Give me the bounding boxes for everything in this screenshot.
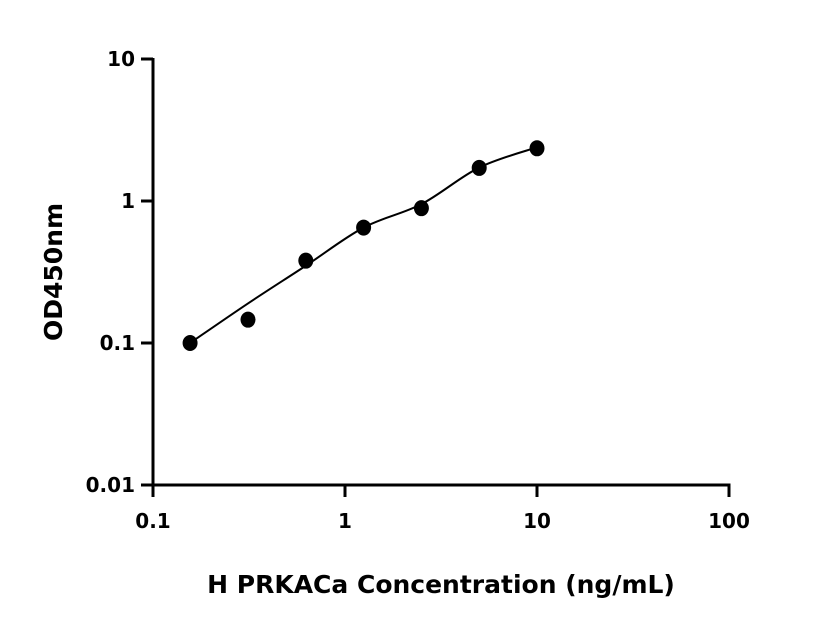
data-point — [356, 219, 372, 236]
data-point — [471, 159, 487, 176]
x-tick-label: 0.1 — [135, 509, 170, 533]
x-tick-label: 10 — [523, 509, 551, 533]
data-point — [413, 200, 429, 217]
x-tick-label: 100 — [708, 509, 750, 533]
x-axis-title: H PRKACa Concentration (ng/mL) — [207, 570, 675, 599]
data-point — [240, 311, 256, 328]
data-points-group — [182, 140, 545, 351]
data-point — [529, 140, 545, 157]
data-point — [182, 335, 198, 351]
y-tick-label: 1 — [121, 189, 135, 213]
x-tick-label: 1 — [338, 509, 352, 533]
y-tick-label: 0.01 — [86, 473, 135, 497]
fit-curve-group — [189, 146, 538, 344]
y-tick-label: 0.1 — [100, 331, 135, 355]
fit-curve — [189, 146, 538, 344]
y-tick-label: 10 — [107, 47, 135, 71]
data-point — [298, 252, 314, 269]
y-axis-title: OD450nm — [39, 203, 68, 341]
